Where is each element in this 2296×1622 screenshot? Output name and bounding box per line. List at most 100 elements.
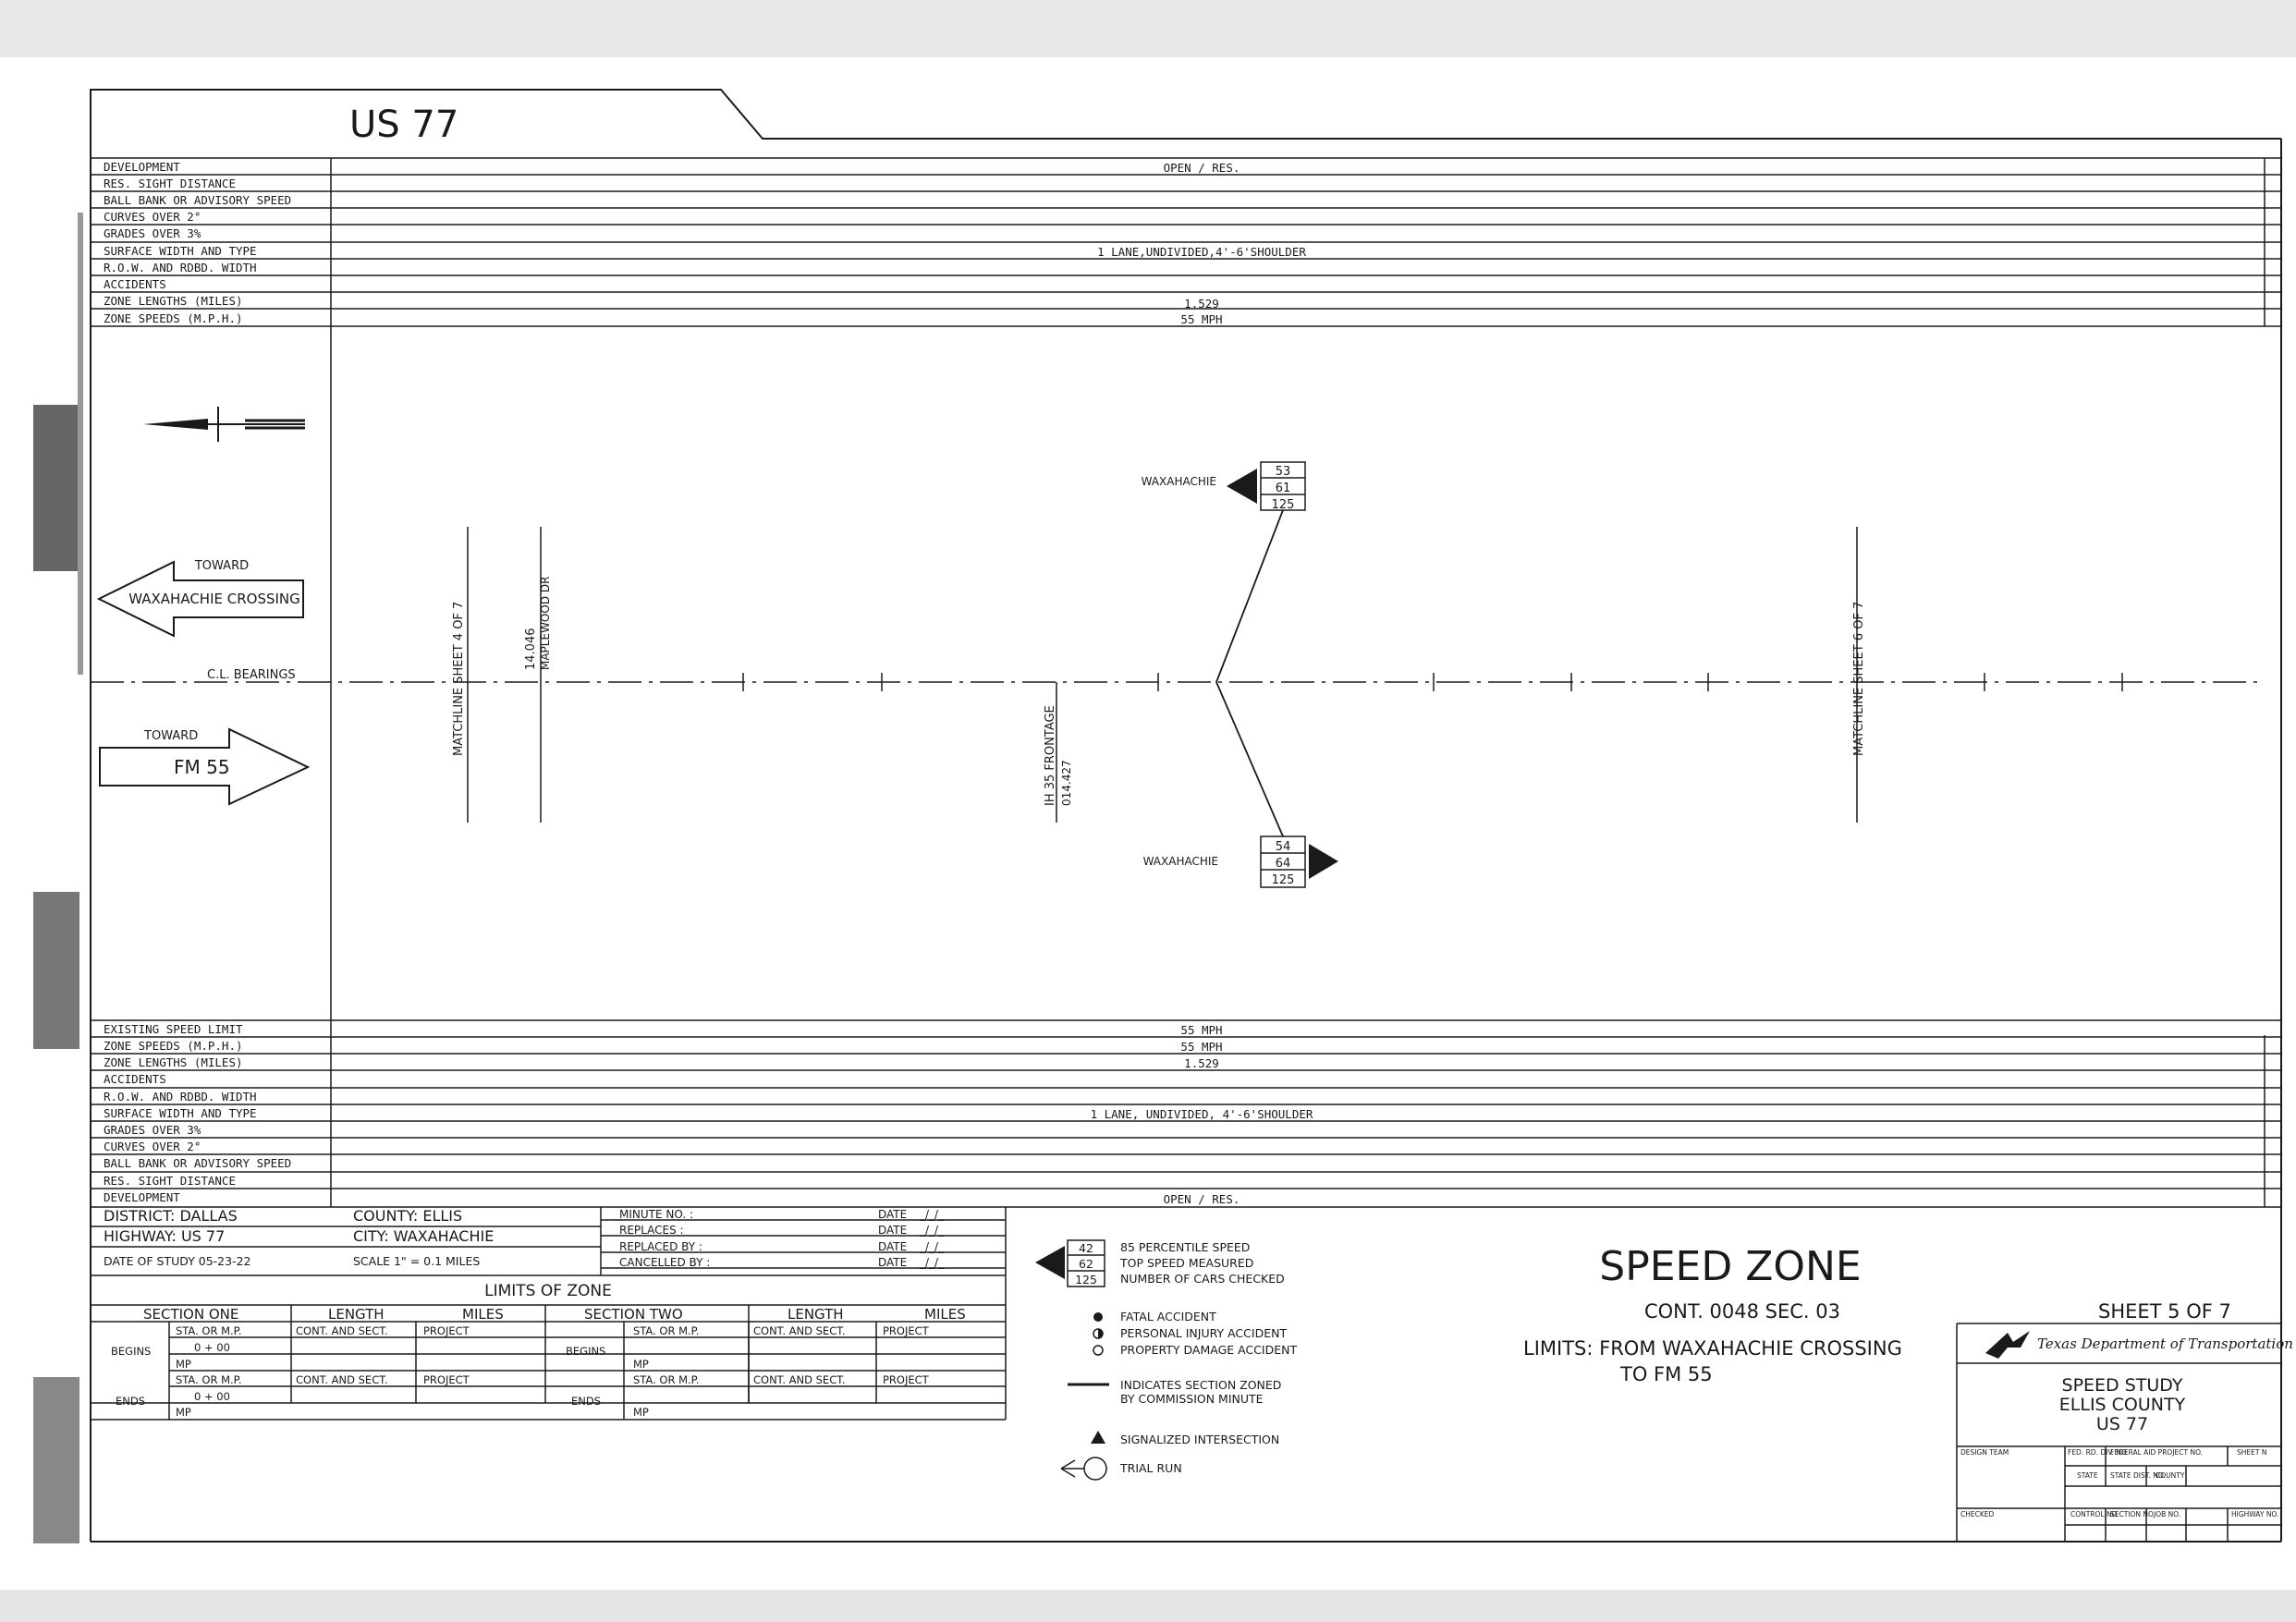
limits-line-1: LIMITS: FROM WAXAHACHIE CROSSING: [1523, 1337, 1902, 1360]
sta-value: 0 + 00: [194, 1390, 230, 1403]
legend-item: TOP SPEED MEASURED: [1119, 1256, 1253, 1270]
bottom-data-table: EXISTING SPEED LIMIT ZONE SPEEDS (M.P.H.…: [91, 1019, 2281, 1208]
cont-sect-header: CONT. AND SECT.: [296, 1373, 388, 1386]
date-label: DATE: [878, 1256, 907, 1269]
date-label: DATE: [878, 1208, 907, 1221]
replaced-by-label: REPLACED BY :: [619, 1240, 702, 1253]
minute-no-label: MINUTE NO. :: [619, 1208, 693, 1221]
cont-sect-header: CONT. AND SECT.: [753, 1324, 846, 1337]
top-zone-length-value: 1.529: [1184, 297, 1219, 311]
bottom-row-label: SURFACE WIDTH AND TYPE: [104, 1106, 257, 1120]
top-row-label: ZONE LENGTHS (MILES): [104, 294, 243, 308]
toward-waxahachie-arrow: TOWARD WAXAHACHIE CROSSING: [96, 559, 304, 638]
bottom-row-label: R.O.W. AND RDBD. WIDTH: [104, 1090, 257, 1104]
legend-personal: PERSONAL INJURY ACCIDENT: [1120, 1326, 1287, 1340]
bottom-row-label: RES. SIGHT DISTANCE: [104, 1174, 236, 1188]
ih35-station: 014.427: [1060, 760, 1073, 806]
grid-label: CONTROL NO.: [2070, 1510, 2119, 1518]
city-text: CITY: WAXAHACHIE: [353, 1227, 494, 1245]
cl-bearings-label: C.L. BEARINGS: [207, 668, 296, 682]
ih35-label: IH 35 FRONTAGE: [1044, 705, 1057, 806]
begins-label: BEGINS: [111, 1345, 151, 1358]
run-cars-checked: 125: [1272, 498, 1295, 512]
date-blank: _/_/_: [919, 1224, 945, 1237]
grid-label: DESIGN TEAM: [1960, 1448, 2009, 1457]
legend-sample-85th: 42: [1079, 1241, 1093, 1255]
legend: 42 62 125 85 PERCENTILE SPEED TOP SPEED …: [1035, 1239, 1297, 1481]
date-blank: _/_/_: [919, 1240, 945, 1253]
highway-title: US 77: [349, 104, 458, 146]
highway-text: HIGHWAY: US 77: [104, 1227, 225, 1245]
sta-header: STA. OR M.P.: [176, 1324, 241, 1337]
mp-label: MP: [633, 1406, 649, 1419]
study-info-block: DISTRICT: DALLAS COUNTY: ELLIS HIGHWAY: …: [91, 1207, 1007, 1421]
grid-label: FED. RD. DIV. NO.: [2068, 1448, 2129, 1457]
cont-sect-header: CONT. AND SECT.: [753, 1373, 846, 1386]
bottom-row-label: ZONE SPEEDS (M.P.H.): [104, 1039, 243, 1053]
grid-label: SHEET N: [2237, 1448, 2266, 1457]
cont-sect-header: CONT. AND SECT.: [296, 1324, 388, 1337]
signalized-intersection-icon: [1091, 1431, 1105, 1444]
date-blank: _/_/_: [919, 1208, 945, 1221]
direction-arrow-icon: [1035, 1246, 1065, 1279]
direction-arrow-icon: [1309, 844, 1338, 879]
study-title-1: SPEED STUDY: [2062, 1375, 2183, 1396]
sta-header: STA. OR M.P.: [176, 1373, 241, 1386]
county-text: COUNTY: ELLIS: [353, 1207, 462, 1225]
legend-signalized: SIGNALIZED INTERSECTION: [1120, 1433, 1279, 1446]
top-row-label: BALL BANK OR ADVISORY SPEED: [104, 193, 291, 207]
speed-zone-title: SPEED ZONE: [1599, 1243, 1861, 1290]
bottom-surface-value: 1 LANE, UNDIVIDED, 4'-6'SHOULDER: [1091, 1107, 1313, 1121]
maplewood-label: MAPLEWOOD DR: [539, 577, 552, 670]
grid-label: COUNTY: [2156, 1471, 2185, 1480]
date-of-study-text: DATE OF STUDY 05-23-22: [104, 1254, 251, 1268]
centerline: C.L. BEARINGS: [91, 668, 2265, 691]
run-town-label: WAXAHACHIE: [1143, 855, 1218, 868]
top-row-label: ZONE SPEEDS (M.P.H.): [104, 311, 243, 325]
project-header: PROJECT: [883, 1324, 930, 1337]
grid-label: STATE: [2077, 1471, 2098, 1480]
upper-trial-run: WAXAHACHIE 53 61 125: [1142, 461, 1306, 512]
run-cars-checked: 125: [1272, 873, 1295, 887]
sta-value: 0 + 00: [194, 1341, 230, 1354]
bottom-row-label: ZONE LENGTHS (MILES): [104, 1055, 243, 1069]
maplewood-station: 14.046: [524, 628, 538, 671]
run-85th-speed: 53: [1276, 465, 1291, 479]
top-development-value: OPEN / RES.: [1164, 161, 1240, 175]
limits-of-zone-title: LIMITS OF ZONE: [484, 1282, 612, 1300]
bottom-row-label: ACCIDENTS: [104, 1072, 166, 1086]
run-town-label: WAXAHACHIE: [1142, 475, 1216, 488]
grid-label: FEDERAL AID PROJECT NO.: [2110, 1448, 2203, 1457]
sta-header: STA. OR M.P.: [633, 1373, 699, 1386]
project-header: PROJECT: [423, 1373, 470, 1386]
bottom-zone-length-value: 1.529: [1184, 1056, 1219, 1070]
legend-item: 85 PERCENTILE SPEED: [1120, 1240, 1250, 1254]
top-row-label: R.O.W. AND RDBD. WIDTH: [104, 261, 257, 274]
toward-destination: FM 55: [174, 756, 230, 778]
north-arrow-icon: [143, 407, 305, 442]
begins-label: BEGINS: [566, 1345, 605, 1358]
direction-arrow-icon: [1227, 469, 1257, 504]
cross-streets: [467, 527, 1858, 823]
top-row-label: RES. SIGHT DISTANCE: [104, 177, 236, 190]
sheet-frame: [90, 89, 2282, 1543]
fatal-accident-icon: [1093, 1312, 1103, 1322]
length-header: LENGTH: [788, 1306, 844, 1323]
property-accident-icon: [1093, 1345, 1104, 1356]
bottom-zone-speed-value: 55 MPH: [1180, 1040, 1222, 1054]
project-header: PROJECT: [423, 1324, 470, 1337]
date-label: DATE: [878, 1224, 907, 1237]
bottom-row-label: GRADES OVER 3%: [104, 1123, 202, 1137]
study-title-2: ELLIS COUNTY: [2059, 1395, 2186, 1415]
mp-label: MP: [176, 1406, 191, 1419]
bottom-row-label: DEVELOPMENT: [104, 1190, 180, 1204]
toward-destination: WAXAHACHIE CROSSING: [128, 591, 300, 607]
lower-trial-run: WAXAHACHIE 54 64 125: [1143, 835, 1338, 888]
date-label: DATE: [878, 1240, 907, 1253]
grid-label: CHECKED: [1960, 1510, 1995, 1518]
grid-label: JOB NO.: [2153, 1510, 2180, 1518]
bottom-development-value: OPEN / RES.: [1164, 1192, 1240, 1206]
date-blank: _/_/_: [919, 1256, 945, 1269]
